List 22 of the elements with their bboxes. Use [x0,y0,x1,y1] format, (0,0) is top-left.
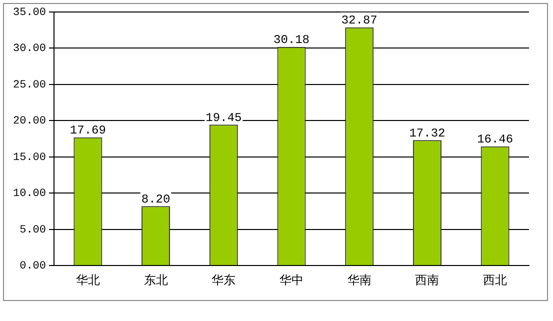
y-tick-label: 20.00 [12,116,46,128]
data-label: 16.46 [477,132,514,147]
y-tick-label: 30.00 [12,43,46,56]
data-label: 17.32 [409,126,446,140]
data-label: 17.69 [70,124,106,138]
y-tick-label: 15.00 [12,152,46,164]
y-tick-label: 25.00 [12,79,46,92]
data-label: 8.20 [141,192,170,206]
data-label: 30.18 [273,33,310,48]
x-tick-label: 华南 [347,272,372,287]
x-tick-label: 华中 [280,272,304,287]
x-tick-label: 华北 [76,272,100,287]
x-tick-label: 西南 [415,272,440,287]
data-label: 19.45 [206,110,242,125]
x-tick-label: 西北 [483,272,508,287]
y-tick-label: 5.00 [20,224,46,236]
x-tick-label: 华东 [212,272,236,287]
y-tick-label: 0.00 [20,260,46,273]
y-tick-label: 10.00 [12,188,46,200]
y-tick-label: 35.00 [12,6,46,19]
data-label: 32.87 [341,14,378,28]
x-tick-label: 东北 [144,272,168,287]
